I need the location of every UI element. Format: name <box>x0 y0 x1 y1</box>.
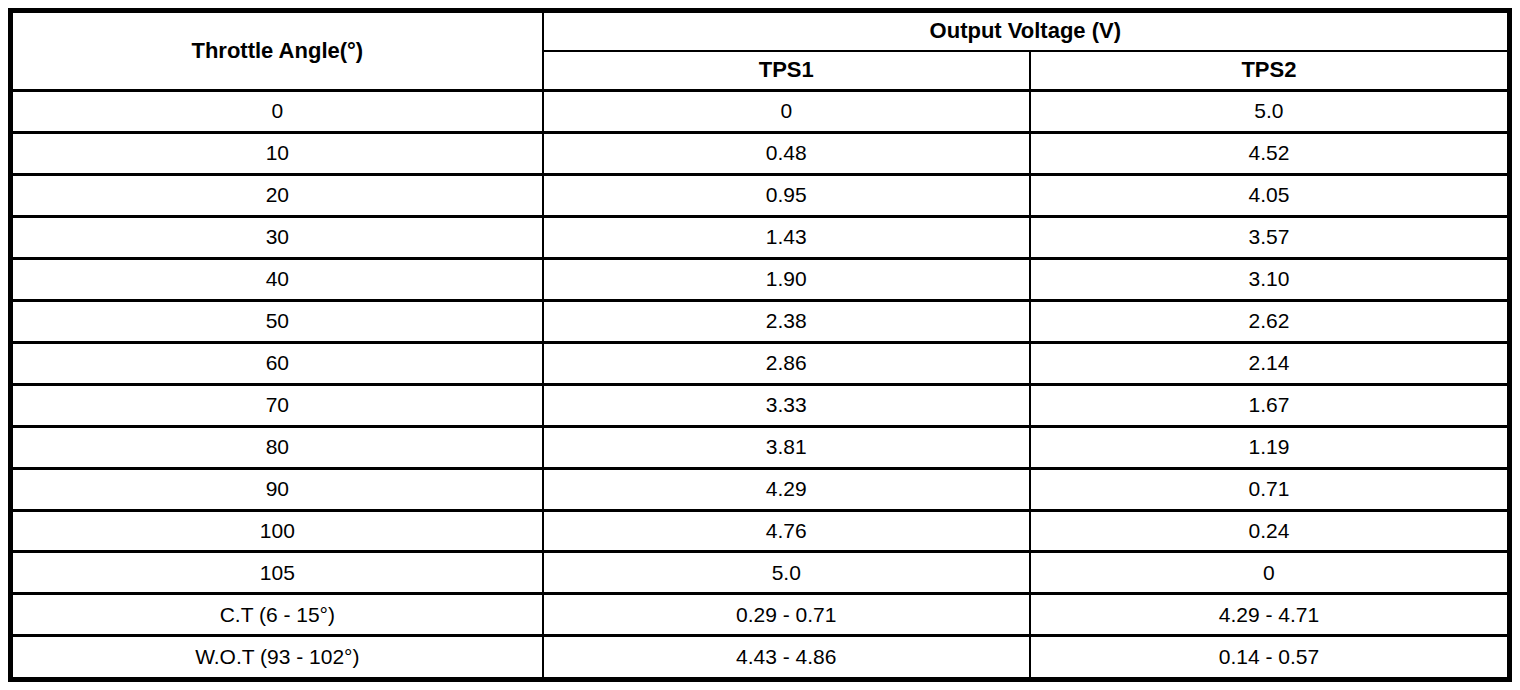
throttle-angle-cell: 70 <box>11 384 543 426</box>
tps1-cell: 1.43 <box>543 216 1030 258</box>
tps1-cell: 2.38 <box>543 300 1030 342</box>
table-row: C.T (6 - 15°) 0.29 - 0.71 4.29 - 4.71 <box>11 594 1510 636</box>
tps2-cell: 4.29 - 4.71 <box>1030 594 1510 636</box>
throttle-angle-cell: 10 <box>11 132 543 174</box>
throttle-angle-cell: 80 <box>11 426 543 468</box>
tps2-cell: 0.24 <box>1030 510 1510 552</box>
throttle-angle-cell: C.T (6 - 15°) <box>11 594 543 636</box>
tps-voltage-table: Throttle Angle(°) Output Voltage (V) TPS… <box>8 8 1512 682</box>
throttle-angle-cell: 20 <box>11 174 543 216</box>
throttle-angle-cell: 100 <box>11 510 543 552</box>
header-row-group: Throttle Angle(°) Output Voltage (V) <box>11 11 1510 51</box>
tps2-cell: 3.10 <box>1030 258 1510 300</box>
tps2-cell: 0.71 <box>1030 468 1510 510</box>
tps1-cell: 2.86 <box>543 342 1030 384</box>
throttle-angle-cell: 90 <box>11 468 543 510</box>
document-page: Throttle Angle(°) Output Voltage (V) TPS… <box>0 0 1520 690</box>
tps1-cell: 1.90 <box>543 258 1030 300</box>
table-row: 90 4.29 0.71 <box>11 468 1510 510</box>
table-row: 105 5.0 0 <box>11 552 1510 594</box>
throttle-angle-cell: 60 <box>11 342 543 384</box>
tps2-cell: 0.14 - 0.57 <box>1030 636 1510 680</box>
table-row: 40 1.90 3.10 <box>11 258 1510 300</box>
tps2-cell: 4.05 <box>1030 174 1510 216</box>
column-header-tps1: TPS1 <box>543 51 1030 91</box>
tps1-cell: 0.29 - 0.71 <box>543 594 1030 636</box>
tps2-cell: 2.14 <box>1030 342 1510 384</box>
table-row: 20 0.95 4.05 <box>11 174 1510 216</box>
throttle-angle-cell: 50 <box>11 300 543 342</box>
column-header-tps2: TPS2 <box>1030 51 1510 91</box>
table-row: 70 3.33 1.67 <box>11 384 1510 426</box>
table-body: 0 0 5.0 10 0.48 4.52 20 0.95 4.05 30 1.4… <box>11 91 1510 680</box>
throttle-angle-cell: 0 <box>11 91 543 133</box>
table-row: 10 0.48 4.52 <box>11 132 1510 174</box>
tps1-cell: 0.95 <box>543 174 1030 216</box>
table-row: 80 3.81 1.19 <box>11 426 1510 468</box>
table-row: 60 2.86 2.14 <box>11 342 1510 384</box>
table-row: 100 4.76 0.24 <box>11 510 1510 552</box>
throttle-angle-cell: 30 <box>11 216 543 258</box>
column-group-header-output-voltage: Output Voltage (V) <box>543 11 1510 51</box>
tps2-cell: 4.52 <box>1030 132 1510 174</box>
tps1-cell: 4.29 <box>543 468 1030 510</box>
tps2-cell: 2.62 <box>1030 300 1510 342</box>
table-row: 0 0 5.0 <box>11 91 1510 133</box>
tps1-cell: 4.76 <box>543 510 1030 552</box>
throttle-angle-cell: 105 <box>11 552 543 594</box>
tps1-cell: 0 <box>543 91 1030 133</box>
tps1-cell: 0.48 <box>543 132 1030 174</box>
tps2-cell: 5.0 <box>1030 91 1510 133</box>
tps2-cell: 3.57 <box>1030 216 1510 258</box>
table-row: W.O.T (93 - 102°) 4.43 - 4.86 0.14 - 0.5… <box>11 636 1510 680</box>
throttle-angle-cell: 40 <box>11 258 543 300</box>
tps2-cell: 0 <box>1030 552 1510 594</box>
tps2-cell: 1.19 <box>1030 426 1510 468</box>
table-header: Throttle Angle(°) Output Voltage (V) TPS… <box>11 11 1510 91</box>
tps1-cell: 5.0 <box>543 552 1030 594</box>
table-row: 30 1.43 3.57 <box>11 216 1510 258</box>
table-row: 50 2.38 2.62 <box>11 300 1510 342</box>
tps1-cell: 3.33 <box>543 384 1030 426</box>
tps2-cell: 1.67 <box>1030 384 1510 426</box>
tps1-cell: 4.43 - 4.86 <box>543 636 1030 680</box>
throttle-angle-cell: W.O.T (93 - 102°) <box>11 636 543 680</box>
column-header-throttle-angle: Throttle Angle(°) <box>11 11 543 91</box>
tps1-cell: 3.81 <box>543 426 1030 468</box>
